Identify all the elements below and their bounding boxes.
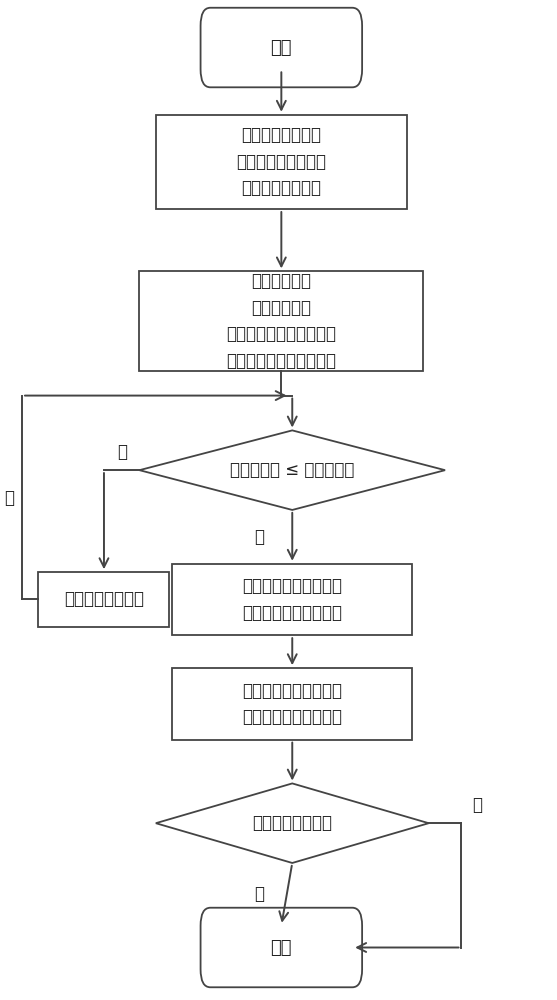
Text: 学习硅压力传感器温度
补偿的极限学习机模型: 学习硅压力传感器温度 补偿的极限学习机模型 [242,577,342,622]
Text: 结束: 结束 [271,938,292,956]
Polygon shape [156,783,429,863]
Bar [156,115,407,209]
Text: 否: 否 [4,489,14,507]
Text: 是: 是 [255,885,265,903]
Text: 是否满足精度要求: 是否满足精度要求 [252,814,333,832]
Text: 新增一个隐层节点: 新增一个隐层节点 [64,590,144,608]
Text: 选取样本数据
样本数据处理
确定训练样本与测试样本
配置极限学习机算法参数: 选取样本数据 样本数据处理 确定训练样本与测试样本 配置极限学习机算法参数 [226,272,336,370]
Bar [38,572,169,627]
Polygon shape [139,430,445,510]
Text: 测试硅压力传感器温度
补偿的极限学习机模型: 测试硅压力传感器温度 补偿的极限学习机模型 [242,682,342,726]
Text: 隐层节点数 ≤ 训练样本数: 隐层节点数 ≤ 训练样本数 [230,461,354,479]
Text: 否: 否 [117,443,126,461]
Text: 否: 否 [472,796,482,814]
Bar [139,271,423,371]
Text: 开始: 开始 [271,39,292,57]
FancyBboxPatch shape [201,908,362,987]
Bar [172,564,412,635]
FancyBboxPatch shape [201,8,362,87]
Text: 是: 是 [255,528,265,546]
Text: 在不同压力与温度
下，采集压力与温度
传感器的输出信号: 在不同压力与温度 下，采集压力与温度 传感器的输出信号 [236,126,326,197]
Bar [172,668,412,740]
